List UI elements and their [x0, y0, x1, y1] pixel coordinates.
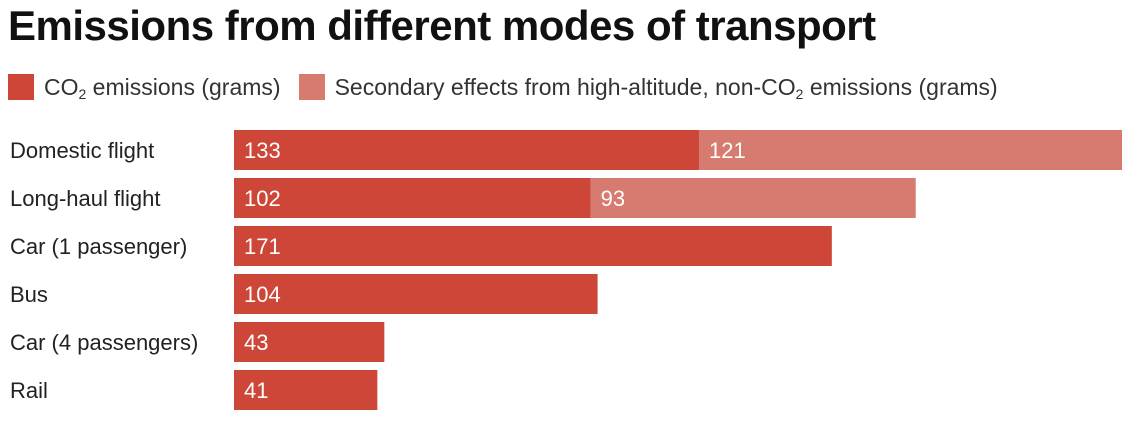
legend-label-co2-prefix: CO: [44, 74, 79, 100]
category-label-long-haul-flight: Long-haul flight: [10, 186, 160, 211]
bar-car-1-passenger-series-1: [234, 226, 832, 266]
chart-title: Emissions from different modes of transp…: [8, 2, 876, 49]
bar-domestic-flight-series-2: [698, 130, 1122, 170]
value-label-rail-series-1: 41: [244, 378, 268, 403]
bar-bus-series-1: [234, 274, 598, 314]
value-label-car-4-passengers-series-1: 43: [244, 330, 268, 355]
legend-item-co2: CO2 emissions (grams): [8, 72, 281, 102]
legend-label-secondary-prefix: Secondary effects from high-altitude, no…: [334, 74, 796, 100]
legend-item-secondary: Secondary effects from high-altitude, no…: [298, 72, 998, 102]
category-label-rail: Rail: [10, 378, 48, 403]
value-label-bus-series-1: 104: [244, 282, 281, 307]
legend-label-co2: CO2 emissions (grams): [44, 72, 281, 102]
category-label-car-1-passenger: Car (1 passenger): [10, 234, 187, 259]
legend-label-secondary: Secondary effects from high-altitude, no…: [335, 72, 998, 102]
legend-label-secondary-suffix: emissions (grams): [803, 74, 998, 100]
bar-long-haul-flight-series-1: [234, 178, 591, 218]
category-label-bus: Bus: [10, 282, 48, 307]
bar-domestic-flight-series-1: [234, 130, 699, 170]
value-label-car-1-passenger-series-1: 171: [244, 234, 281, 259]
value-label-domestic-flight-series-2: 121: [709, 138, 746, 163]
legend-swatch-co2: [8, 74, 34, 100]
legend-label-co2-suffix: emissions (grams): [86, 74, 281, 100]
legend-swatch-secondary: [298, 74, 325, 100]
legend: CO2 emissions (grams) Secondary effects …: [8, 72, 998, 102]
bar-rail-series-1: [234, 370, 378, 410]
category-label-domestic-flight: Domestic flight: [10, 138, 154, 163]
legend-label-secondary-sub: 2: [795, 86, 804, 102]
value-label-long-haul-flight-series-1: 102: [244, 186, 281, 211]
legend-label-co2-sub: 2: [78, 86, 87, 102]
category-label-car-4-passengers: Car (4 passengers): [10, 330, 198, 355]
bar-car-4-passengers-series-1: [234, 322, 385, 362]
value-label-long-haul-flight-series-2: 93: [601, 186, 625, 211]
value-label-domestic-flight-series-1: 133: [244, 138, 281, 163]
bar-long-haul-flight-series-2: [590, 178, 916, 218]
